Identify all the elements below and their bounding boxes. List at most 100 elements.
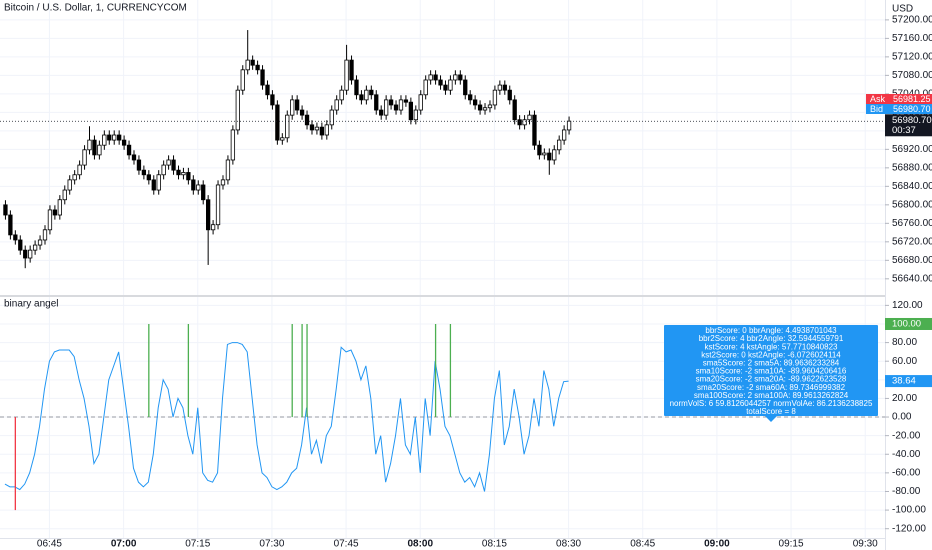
candle-body	[136, 159, 142, 171]
candle-body	[191, 179, 196, 191]
candle-body	[220, 179, 226, 186]
candle-body	[334, 99, 339, 111]
candle-body	[324, 124, 329, 136]
candle-body	[403, 99, 409, 103]
candle-body	[67, 179, 72, 191]
candle-body	[250, 59, 255, 66]
candle-body	[97, 144, 102, 156]
y-tick-label: 120.00	[892, 300, 923, 311]
candle-body	[423, 79, 428, 96]
candle-body	[319, 126, 325, 136]
y-tick-label: 80.00	[892, 337, 917, 348]
candle-body	[230, 129, 236, 161]
candle-body	[339, 89, 344, 101]
candle-body	[280, 137, 285, 141]
candle-body	[458, 74, 463, 81]
ask-tag	[866, 94, 932, 104]
tooltip-line: normVolS: 6 59.8126044257 normVolAe: 86.…	[670, 399, 873, 408]
candle-body	[329, 109, 334, 126]
bid-tag	[866, 104, 932, 114]
tooltip-line: sma100Score: 2 sma100A: 89.9613262824	[694, 391, 849, 400]
tooltip-line: bbrScore: 0 bbrAngle: 4.4938701043	[705, 326, 837, 335]
x-tick-label: 06:45	[37, 539, 62, 550]
candle-body	[359, 94, 364, 101]
y-tick-label: 60.00	[892, 356, 917, 367]
y-tick-label: 56720.00	[892, 236, 932, 247]
candle-body	[364, 89, 369, 101]
tooltip-line: sma10Score: -2 sma10A: -89.9604206416	[696, 367, 847, 376]
candle-body	[314, 126, 320, 131]
y-tick-label: 0.00	[892, 412, 912, 423]
candle-body	[8, 214, 13, 236]
y-tick-label: 57160.00	[892, 33, 932, 44]
candle-body	[552, 149, 557, 161]
x-tick-label: 07:45	[334, 539, 359, 550]
candle-body	[344, 59, 349, 91]
candle-body	[349, 59, 354, 81]
candle-body	[181, 172, 186, 176]
candle-body	[13, 234, 18, 241]
indicator-value-tag	[885, 375, 932, 388]
y-tick-label: 57200.00	[892, 15, 932, 26]
x-tick-label: 08:30	[556, 539, 581, 550]
bid-price: 56980.70	[893, 104, 931, 114]
candle-body	[299, 109, 305, 116]
candle-body	[428, 74, 433, 81]
candle-body	[418, 94, 423, 111]
candle-body	[18, 239, 23, 251]
candle-body	[32, 244, 38, 251]
candle-body	[3, 204, 8, 216]
marks	[0, 30, 885, 511]
y-tick-label: 57120.00	[892, 52, 932, 63]
tooltip-line: sma20Score: -2 sma20A: -89.9622623528	[696, 375, 847, 384]
tooltip-line: totalScore = 8	[746, 407, 796, 416]
candle-body	[270, 94, 275, 106]
candle-body	[285, 114, 290, 139]
candle-body	[482, 107, 488, 111]
y-tick-label: 56760.00	[892, 218, 932, 229]
y-tick-label: 56880.00	[892, 162, 932, 173]
x-tick-label: 08:15	[482, 539, 507, 550]
y-tick-label: 56640.00	[892, 273, 932, 284]
indicator-line	[4, 342, 569, 492]
candle-body	[561, 129, 567, 141]
candle-body	[354, 79, 359, 96]
candle-body	[492, 89, 498, 106]
candle-body	[383, 99, 389, 116]
candle-body	[566, 120, 572, 131]
candle-body	[557, 139, 562, 151]
candle-body	[453, 74, 458, 81]
price-tags: Ask 56981.25 Bid 56980.70 56980.7000:373…	[866, 94, 932, 388]
x-tick-label: 07:30	[259, 539, 284, 550]
tooltip-line: sma20Score: -2 sma60A: 89.7346999382	[697, 383, 846, 392]
candle-body	[512, 99, 517, 121]
candle-body	[166, 159, 171, 166]
candle-body	[156, 174, 161, 191]
y-tick-label: -20.00	[892, 430, 921, 441]
y-tick-label: -60.00	[892, 468, 921, 479]
candle-body	[47, 209, 53, 231]
candle-body	[507, 89, 512, 101]
candle-body	[201, 184, 206, 201]
candle-body	[448, 79, 453, 91]
chart-title: Bitcoin / U.S. Dollar, 1, CURRENCYCOM	[4, 3, 187, 14]
signal-level-label: 100.00	[892, 319, 921, 330]
candle-body	[206, 199, 211, 231]
candle-body	[161, 164, 166, 176]
candle-body	[176, 169, 181, 176]
candle-body	[107, 134, 112, 141]
candle-body	[240, 69, 245, 91]
y-tick-label: 20.00	[892, 393, 917, 404]
candle-body	[542, 152, 547, 156]
candle-body	[294, 99, 300, 111]
candle-body	[52, 209, 58, 216]
candle-body	[117, 134, 122, 141]
x-tick-label: 09:00	[704, 539, 730, 550]
y-tick-label: -100.00	[892, 505, 926, 516]
candle-body	[438, 79, 443, 86]
candle-body	[290, 99, 295, 116]
candle-body	[517, 119, 522, 126]
candle-body	[260, 69, 265, 86]
y-tick-label: -40.00	[892, 449, 921, 460]
